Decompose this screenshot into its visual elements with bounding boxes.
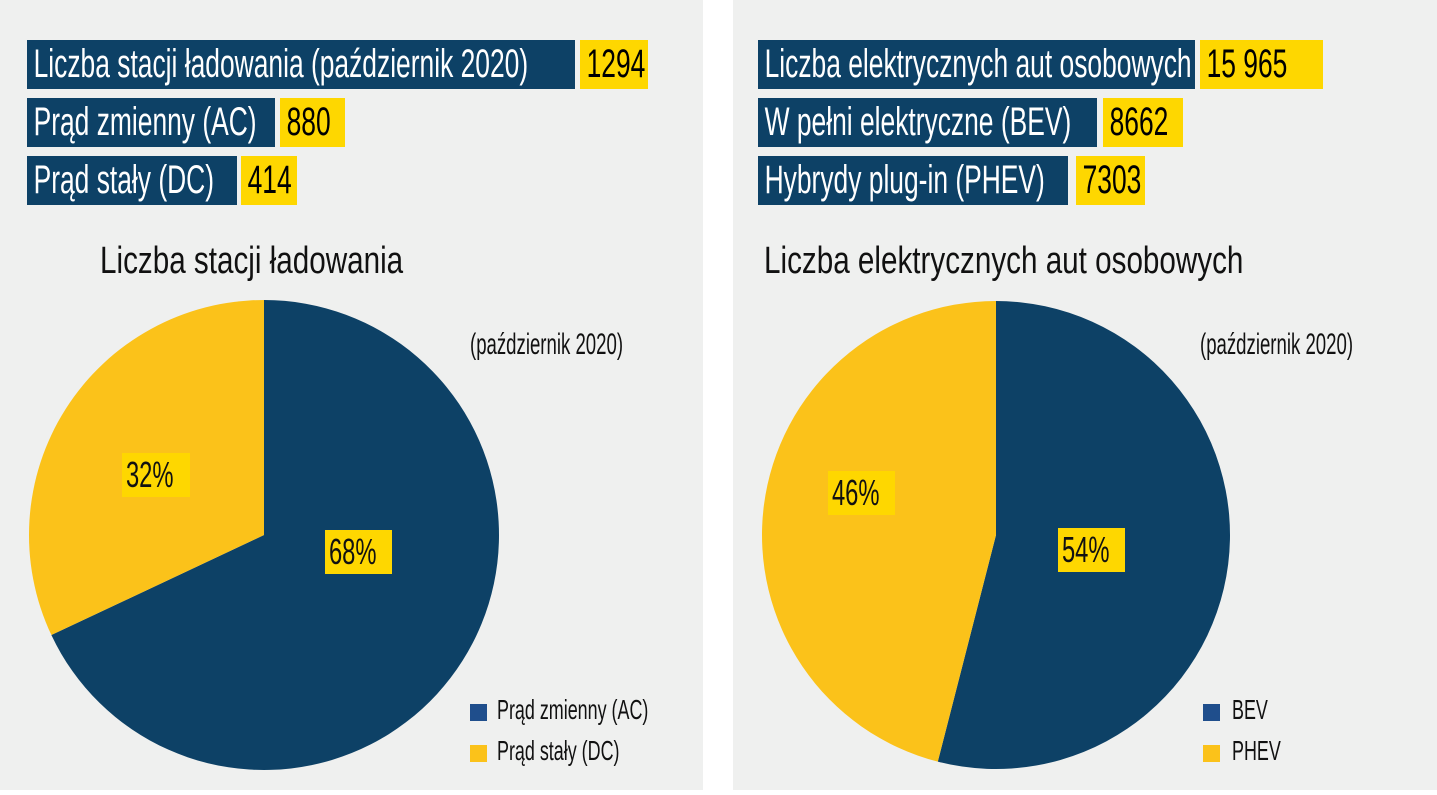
stat-value-bev: 8662 [1103,98,1183,147]
stat-label-phev: Hybrydy plug-in (PHEV) [758,156,1068,205]
legend-swatch-phev [1203,745,1220,762]
stat-label-bev: W pełni elektryczne (BEV) [758,98,1097,147]
right-chart-title: Liczba elektrycznych aut osobowych [764,240,1244,282]
legend-label-dc: Prąd stały (DC) [497,735,620,766]
right-pie-label-bev: 54% [1058,528,1125,572]
stat-value-total-cars: 15 965 [1200,40,1323,89]
left-chart-subtitle: (październik 2020) [470,328,624,361]
stat-label-total-stations: Liczba stacji ładowania (październik 202… [27,40,575,89]
stat-value-ac: 880 [280,98,345,147]
stat-label-total-cars: Liczba elektrycznych aut osobowych [758,40,1195,89]
stat-label-dc: Prąd stały (DC) [27,156,237,205]
stat-value-total-stations: 1294 [580,40,648,89]
right-chart-subtitle: (październik 2020) [1200,328,1354,361]
legend-swatch-dc [470,745,487,762]
left-chart-title: Liczba stacji ładowania [100,240,404,282]
stat-value-dc: 414 [241,156,297,205]
stat-label-ac: Prąd zmienny (AC) [27,98,275,147]
stat-value-phev: 7303 [1076,156,1145,205]
legend-swatch-ac [470,704,487,721]
left-pie-slice-0 [51,300,500,770]
left-pie-label-dc: 32% [122,453,190,497]
right-pie-label-phev: 46% [828,471,895,515]
right-pie-slice-1 [762,301,996,762]
legend-swatch-bev [1203,704,1220,721]
left-pie-label-ac: 68% [325,530,392,574]
legend-label-phev: PHEV [1232,735,1281,766]
legend-label-ac: Prąd zmienny (AC) [497,694,649,725]
legend-label-bev: BEV [1232,694,1268,725]
